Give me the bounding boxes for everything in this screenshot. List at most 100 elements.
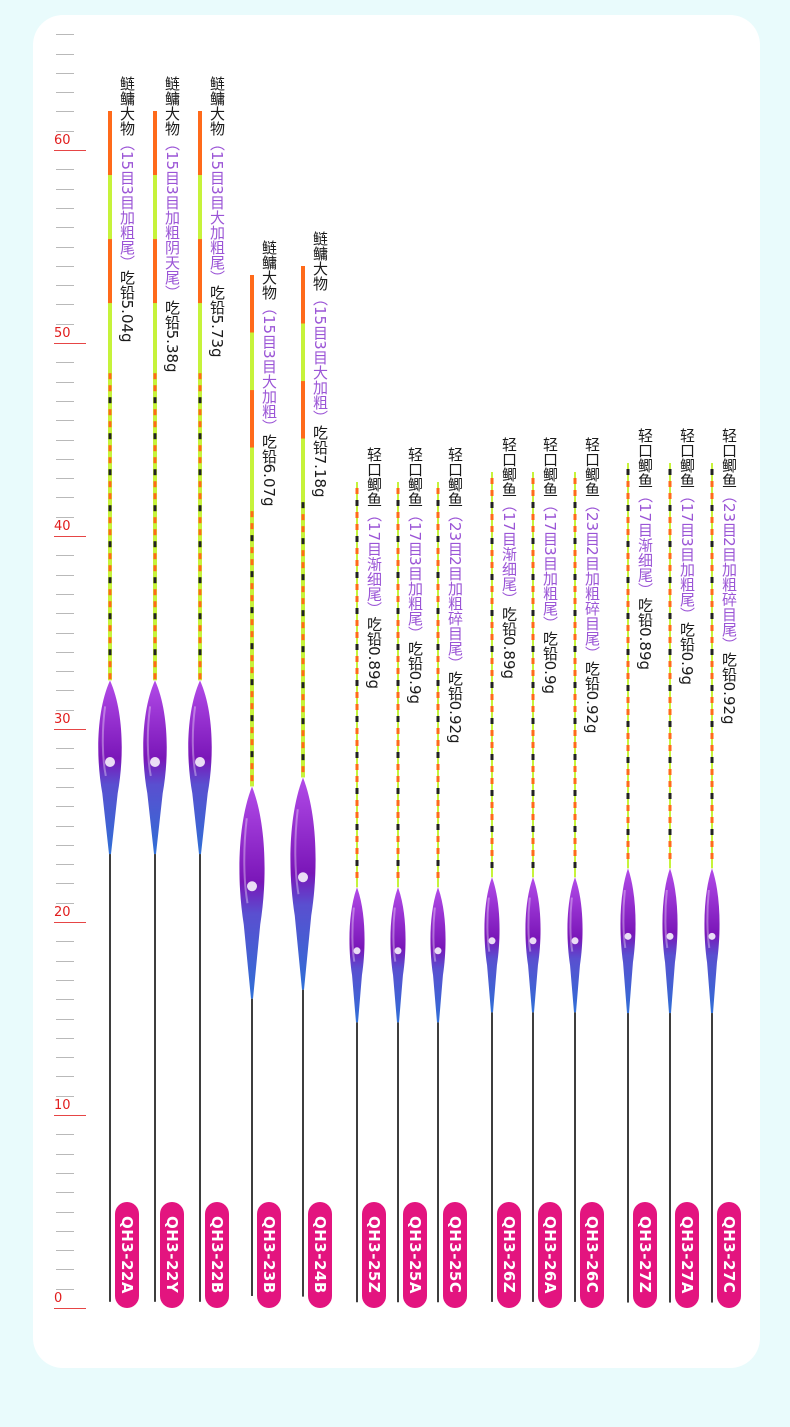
float-antenna-mark <box>531 622 535 629</box>
ruler-label: 50 <box>54 326 71 341</box>
float-body <box>567 877 583 1013</box>
float-antenna-mark <box>153 409 157 416</box>
float-antenna-mark <box>490 790 494 797</box>
float-antenna-mark <box>668 624 672 631</box>
ruler-major-tick <box>54 343 86 344</box>
ruler-minor-tick <box>56 189 74 190</box>
float-antenna-mark <box>396 727 400 734</box>
float-tip-segment <box>198 239 202 304</box>
float-antenna-mark <box>490 538 494 545</box>
length-ruler: 0 10 20 30 40 50 60 <box>0 0 100 1427</box>
float-tip-segment <box>250 332 254 391</box>
float-antenna-mark <box>531 850 535 857</box>
float-antenna-mark <box>626 468 630 475</box>
float-antenna-mark <box>301 705 305 712</box>
float-antenna-mark <box>531 586 535 593</box>
float-antenna-mark <box>710 696 714 703</box>
float-antenna-mark <box>668 732 672 739</box>
float-antenna-mark <box>301 717 305 724</box>
float-antenna-mark <box>396 751 400 758</box>
float-antenna-mark <box>531 670 535 677</box>
float-antenna-mark <box>396 619 400 626</box>
float-antenna-mark <box>710 480 714 487</box>
float-antenna-mark <box>436 643 440 650</box>
float-weight: 吃铅0.9g <box>541 630 559 695</box>
float-antenna-mark <box>355 679 359 686</box>
float-antenna-mark <box>668 564 672 571</box>
float-antenna-mark <box>490 754 494 761</box>
float-antenna-mark <box>301 609 305 616</box>
float-antenna-mark <box>668 768 672 775</box>
float-antenna-mark <box>668 516 672 523</box>
float-antenna-mark <box>396 799 400 806</box>
float-antenna-mark <box>396 703 400 710</box>
float-antenna-mark <box>153 469 157 476</box>
float-antenna-mark <box>355 499 359 506</box>
float-antenna-mark <box>355 631 359 638</box>
float-antenna-mark <box>573 862 577 869</box>
float-antenna-mark <box>531 598 535 605</box>
ruler-minor-tick <box>56 34 74 35</box>
ruler-minor-tick <box>56 748 74 749</box>
float-body <box>98 680 122 855</box>
float-highlight <box>243 818 249 904</box>
float-antenna-mark <box>626 756 630 763</box>
float-antenna-mark <box>668 840 672 847</box>
ruler-minor-tick <box>56 1076 74 1077</box>
float-tip-segment <box>153 175 157 240</box>
float-antenna-mark <box>396 595 400 602</box>
float-label: 轻口鲫鱼（17目渐细尾）吃铅0.89g <box>636 428 654 670</box>
float-body <box>390 887 406 1023</box>
float-antenna-mark <box>490 826 494 833</box>
ruler-minor-tick <box>56 227 74 228</box>
float-antenna-mark <box>355 811 359 818</box>
float-body <box>525 877 541 1013</box>
float-antenna-mark <box>710 792 714 799</box>
float-antenna-mark <box>153 673 157 680</box>
ruler-minor-tick <box>56 459 74 460</box>
float-antenna-mark <box>710 684 714 691</box>
float-antenna-mark <box>436 751 440 758</box>
float-antenna-mark <box>531 826 535 833</box>
float-antenna-mark <box>250 523 254 530</box>
ruler-minor-tick <box>56 806 74 807</box>
model-code-badge: QH3-22A <box>115 1202 139 1308</box>
float-spec: （17目3目加粗尾） <box>678 487 696 622</box>
float-antenna-mark <box>436 787 440 794</box>
float-antenna-mark <box>573 814 577 821</box>
float-antenna-mark <box>626 684 630 691</box>
float-antenna-mark <box>490 574 494 581</box>
float-antenna-mark <box>301 501 305 508</box>
float-antenna-mark <box>250 607 254 614</box>
float-qh3-22a <box>98 111 122 1303</box>
float-antenna-mark <box>301 693 305 700</box>
ruler-label: 60 <box>54 133 71 148</box>
float-antenna-mark <box>355 595 359 602</box>
float-antenna-mark <box>626 828 630 835</box>
float-antenna-mark <box>626 804 630 811</box>
ruler-minor-tick <box>56 787 74 788</box>
float-antenna-mark <box>710 672 714 679</box>
float-antenna-mark <box>626 492 630 499</box>
float-antenna-mark <box>301 597 305 604</box>
ruler-minor-tick <box>56 92 74 93</box>
float-stem <box>532 1012 534 1303</box>
float-body <box>430 887 446 1023</box>
float-tip-segment <box>301 265 305 324</box>
float-antenna-mark <box>108 517 112 524</box>
float-logo-icon <box>195 757 205 768</box>
float-antenna-mark <box>668 504 672 511</box>
ruler-minor-tick <box>56 440 74 441</box>
float-highlight <box>294 808 300 895</box>
float-antenna-mark <box>668 480 672 487</box>
float-antenna-mark <box>710 528 714 535</box>
float-antenna-mark <box>710 720 714 727</box>
float-stem <box>154 854 156 1303</box>
float-antenna-mark <box>250 715 254 722</box>
float-tip-segment <box>250 448 254 506</box>
float-antenna-mark <box>108 373 112 380</box>
float-antenna-mark <box>668 540 672 547</box>
float-antenna-mark <box>531 814 535 821</box>
float-antenna-mark <box>250 751 254 758</box>
float-antenna-mark <box>490 718 494 725</box>
